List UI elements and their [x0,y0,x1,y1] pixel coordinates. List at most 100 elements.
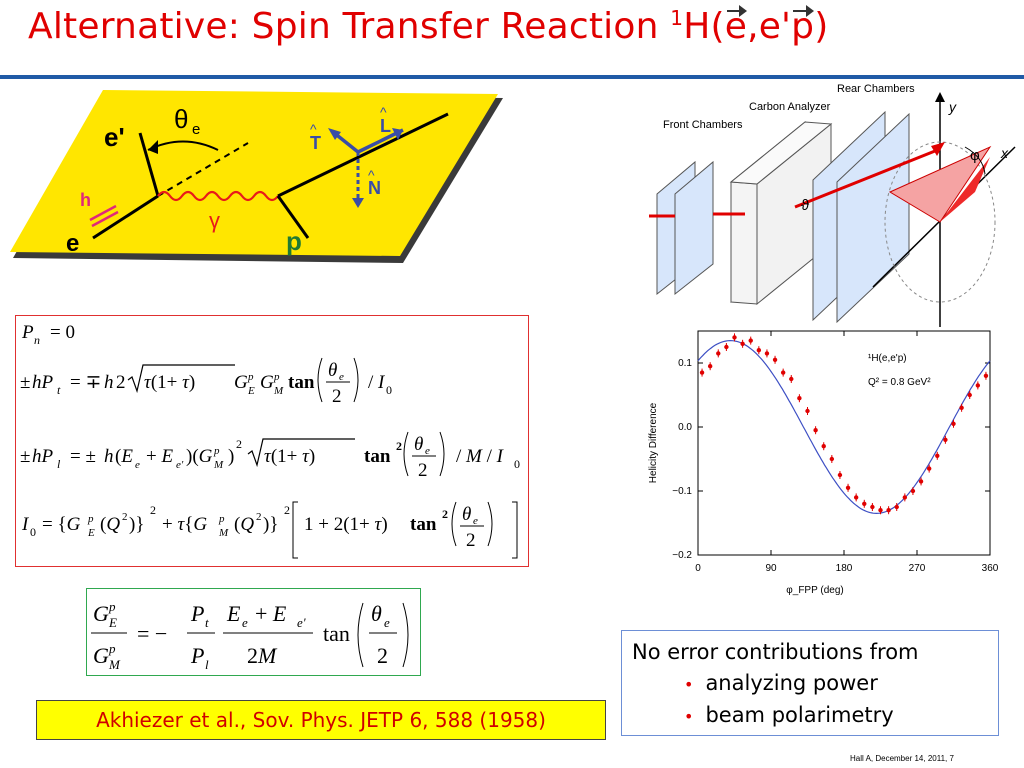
svg-text:E: E [87,527,95,539]
svg-text:τ(1+ τ): τ(1+ τ) [264,446,315,467]
x-axis-title: φ_FPP (deg) [786,585,843,596]
svg-text:θ: θ [462,504,471,525]
p-vector: p [791,5,815,47]
bullet-icon: • [684,675,694,694]
data-point [813,428,818,433]
helicity-label: h [80,190,91,210]
data-point [886,508,891,513]
data-point [862,501,867,506]
front-chambers-label: Front Chambers [663,119,743,131]
svg-text:τ(1+ τ): τ(1+ τ) [144,372,195,393]
svg-text:l: l [205,657,209,672]
svg-text:/ M / I: / M / I [456,446,505,467]
polarimeter-diagram: Rear Chambers Carbon Analyzer Front Cham… [649,83,1016,327]
y-axis-title: Helicity Difference [648,402,659,483]
svg-text:I: I [377,372,386,393]
data-point [870,504,875,510]
svg-text:(Q: (Q [234,514,254,535]
data-point [724,344,729,350]
data-point [943,437,948,442]
data-point [918,479,924,484]
gamma-label: γ [209,208,220,233]
y-tick-label: 0.1 [678,358,692,369]
svg-text:P: P [190,643,204,668]
svg-text:n: n [34,333,40,347]
data-point [983,373,989,378]
reference-citation: Akhiezer et al., Sov. Phys. JETP 6, 588 … [36,700,606,740]
e-label: e [66,230,79,257]
data-point [894,504,899,510]
svg-text:M: M [108,657,121,672]
svg-text:tan: tan [323,621,350,646]
svg-text:2: 2 [332,386,342,407]
slide-footer: Hall A, December 14, 2011, 7 [850,754,954,763]
svg-text:)(G: )(G [186,446,213,467]
svg-text:±: ± [20,446,30,467]
svg-text:/: / [368,372,374,393]
svg-text:hP: hP [32,446,54,467]
svg-text:P: P [190,601,204,626]
svg-text:M: M [213,459,224,471]
x-tick-label: 180 [836,563,853,574]
svg-text:0: 0 [514,457,520,471]
data-point [772,357,778,362]
svg-text:2: 2 [442,507,448,521]
svg-text:p: p [108,641,116,656]
svg-text:E: E [247,385,255,397]
svg-text:e: e [425,445,430,457]
data-point [902,495,908,500]
e-prime-label: e' [104,122,125,152]
svg-text:E: E [108,615,117,630]
svg-text:p: p [213,445,220,457]
p-label: p [286,226,302,256]
svg-text:G: G [93,643,109,668]
svg-text:e': e' [176,459,184,471]
svg-text:I: I [21,514,30,535]
svg-text:θ: θ [371,601,382,626]
svg-text:+ τ{G: + τ{G [162,514,207,535]
svg-text:e: e [473,515,478,527]
data-point [756,348,762,353]
scattering-plane-diagram: e' θ e h γ e p T ^ L ^ N ^ [10,90,503,263]
svg-text:^: ^ [380,104,387,120]
svg-text:θ: θ [328,360,337,381]
note-item: • analyzing power [684,671,878,695]
data-point [926,466,932,471]
svg-text:2: 2 [150,503,156,517]
data-point [805,408,810,414]
svg-text:^: ^ [310,121,317,137]
svg-text:= ±: = ± [70,446,96,467]
svg-text:±: ± [20,372,30,393]
data-point [699,370,705,375]
svg-text:G: G [93,601,109,626]
helicity-difference-chart: −0.2 −0.1 0.0 0.1 0 90 180 270 360 ¹H(e,e'p) Q²… [648,330,999,596]
svg-text:h: h [104,372,114,393]
q2-annotation: Q² = 0.8 GeV² [868,377,931,388]
svg-text:(E: (E [115,446,133,467]
title-rule [0,75,1024,79]
fit-curve [697,339,991,515]
svg-text:= {G: = {G [42,514,81,535]
svg-text:0: 0 [386,383,392,397]
reaction-annotation: ¹H(e,e'p) [868,353,907,364]
svg-text:2: 2 [256,511,262,523]
data-point [878,508,883,513]
svg-text:)}: )} [129,514,144,535]
svg-text:2: 2 [466,530,476,551]
svg-text:p: p [108,599,116,614]
svg-text:e': e' [297,615,306,630]
data-point [975,383,981,388]
svg-text:G: G [234,372,248,393]
svg-text:(Q: (Q [100,514,120,535]
y-tick-label: −0.2 [672,550,692,561]
svg-text:tan: tan [410,514,437,535]
data-point [732,335,737,340]
svg-text:e: e [192,121,200,138]
rear-chambers-label: Rear Chambers [837,83,915,95]
data-point [959,405,964,410]
slide-title: Alternative: Spin Transfer Reaction 1H(e… [28,5,829,47]
